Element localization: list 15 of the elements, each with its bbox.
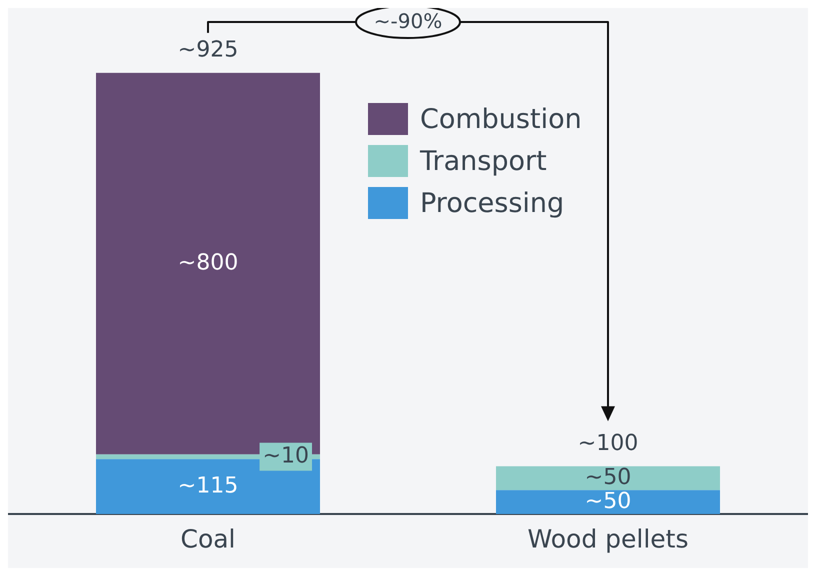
x-tick-label: Coal	[180, 524, 236, 554]
data-label: ~50	[584, 464, 632, 490]
data-label: ~10	[262, 443, 309, 468]
legend-label: Transport	[420, 146, 547, 176]
data-label: ~800	[178, 250, 238, 276]
data-label: ~115	[178, 473, 238, 498]
total-label: ~100	[578, 431, 638, 456]
x-tick-label: Wood pellets	[527, 524, 689, 554]
bar	[496, 466, 720, 490]
text: ~-90%	[374, 9, 442, 34]
bar	[496, 490, 720, 514]
data-label: ~50	[584, 488, 632, 514]
total-label: ~925	[178, 38, 238, 63]
legend-label: Processing	[420, 188, 564, 218]
legend-label: Combustion	[420, 104, 582, 134]
